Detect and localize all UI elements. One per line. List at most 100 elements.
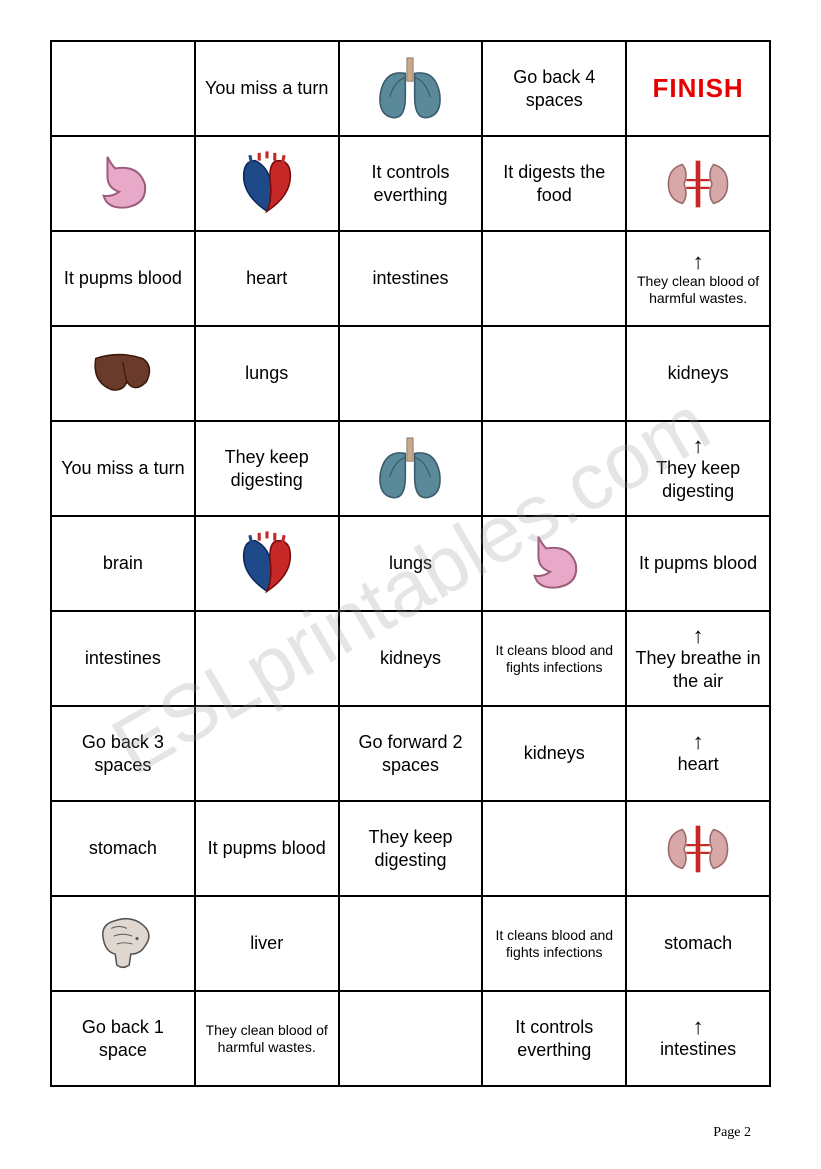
- cell-text: intestines: [56, 647, 190, 670]
- lungs-icon: [370, 434, 450, 504]
- heart-icon-cell: [200, 521, 334, 606]
- board-cell: intestines: [51, 611, 195, 706]
- board-cell: kidneys: [482, 706, 626, 801]
- cell-text: heart: [200, 267, 334, 290]
- arrow-up-icon: ↑: [631, 731, 765, 753]
- cell-text: They clean blood of harmful wastes.: [200, 1022, 334, 1056]
- kidneys-icon: [658, 814, 738, 884]
- board-cell: liver: [195, 896, 339, 991]
- board-cell: [195, 136, 339, 231]
- heart-icon: [227, 529, 307, 599]
- board-cell: You miss a turn: [51, 421, 195, 516]
- stomach-icon: [514, 529, 594, 599]
- board-cell: [626, 136, 770, 231]
- board-cell: ↑They keep digesting: [626, 421, 770, 516]
- cell-text: intestines: [631, 1038, 765, 1061]
- board-cell: [195, 516, 339, 611]
- cell-text: heart: [631, 753, 765, 776]
- kidneys-icon: [658, 149, 738, 219]
- board-cell: It cleans blood and fights infections: [482, 896, 626, 991]
- cell-text: kidneys: [487, 742, 621, 765]
- cell-text: brain: [56, 552, 190, 575]
- cell-text: intestines: [344, 267, 478, 290]
- board-cell: kidneys: [339, 611, 483, 706]
- cell-text: Go forward 2 spaces: [344, 731, 478, 776]
- board-cell: lungs: [195, 326, 339, 421]
- board-cell: ↑heart: [626, 706, 770, 801]
- page-number: Page 2: [713, 1125, 751, 1141]
- board-cell: [339, 421, 483, 516]
- liver-icon-cell: [56, 331, 190, 416]
- board-cell: Go back 3 spaces: [51, 706, 195, 801]
- arrow-up-icon: ↑: [631, 625, 765, 647]
- kidneys-icon-cell: [631, 141, 765, 226]
- cell-text: It cleans blood and fights infections: [487, 642, 621, 676]
- heart-icon-cell: [200, 141, 334, 226]
- game-board: You miss a turn Go back 4 spaces FINISH I…: [50, 40, 771, 1087]
- board-cell: [339, 991, 483, 1086]
- cell-text: They breathe in the air: [631, 647, 765, 692]
- cell-text: lungs: [344, 552, 478, 575]
- board-cell: It controls everthing: [339, 136, 483, 231]
- board-cell: [51, 136, 195, 231]
- arrow-up-icon: ↑: [631, 251, 765, 273]
- finish-label: FINISH: [652, 73, 743, 103]
- board-cell: [339, 326, 483, 421]
- arrow-up-icon: ↑: [631, 435, 765, 457]
- board-cell: FINISH: [626, 41, 770, 136]
- stomach-icon-cell: [487, 521, 621, 606]
- heart-icon: [227, 149, 307, 219]
- cell-text: stomach: [56, 837, 190, 860]
- board-cell: ↑They breathe in the air: [626, 611, 770, 706]
- liver-icon: [83, 339, 163, 409]
- cell-text: kidneys: [631, 362, 765, 385]
- board-cell: [51, 896, 195, 991]
- board-cell: [482, 801, 626, 896]
- cell-text: It cleans blood and fights infections: [487, 927, 621, 961]
- board-cell: stomach: [626, 896, 770, 991]
- cell-text: It digests the food: [487, 161, 621, 206]
- cell-text: They keep digesting: [200, 446, 334, 491]
- board-cell: [51, 41, 195, 136]
- cell-text: lungs: [200, 362, 334, 385]
- cell-text: kidneys: [344, 647, 478, 670]
- cell-text: You miss a turn: [200, 77, 334, 100]
- board-cell: They keep digesting: [195, 421, 339, 516]
- board-cell: It digests the food: [482, 136, 626, 231]
- cell-text: They clean blood of harmful wastes.: [631, 273, 765, 307]
- arrow-up-icon: ↑: [631, 1016, 765, 1038]
- kidneys-icon-cell: [631, 806, 765, 891]
- board-cell: heart: [195, 231, 339, 326]
- board-cell: [195, 611, 339, 706]
- board-cell: It pupms blood: [195, 801, 339, 896]
- cell-text: It pupms blood: [631, 552, 765, 575]
- lungs-icon: [370, 54, 450, 124]
- cell-text: It pupms blood: [56, 267, 190, 290]
- brain-icon: [83, 909, 163, 979]
- board-cell: Go back 4 spaces: [482, 41, 626, 136]
- cell-text: liver: [200, 932, 334, 955]
- board-cell: [482, 326, 626, 421]
- cell-text: They keep digesting: [631, 457, 765, 502]
- stomach-icon-cell: [56, 141, 190, 226]
- cell-text: You miss a turn: [56, 457, 190, 480]
- board-cell: They clean blood of harmful wastes.: [195, 991, 339, 1086]
- board-cell: Go back 1 space: [51, 991, 195, 1086]
- cell-text: Go back 3 spaces: [56, 731, 190, 776]
- board-cell: intestines: [339, 231, 483, 326]
- cell-text: It pupms blood: [200, 837, 334, 860]
- board-cell: kidneys: [626, 326, 770, 421]
- lungs-icon-cell: [344, 426, 478, 511]
- board-cell: brain: [51, 516, 195, 611]
- board-cell: It controls everthing: [482, 991, 626, 1086]
- board-cell: [626, 801, 770, 896]
- board-cell: It pupms blood: [626, 516, 770, 611]
- board-cell: [195, 706, 339, 801]
- board-cell: Go forward 2 spaces: [339, 706, 483, 801]
- board-cell: It cleans blood and fights infections: [482, 611, 626, 706]
- lungs-icon-cell: [344, 46, 478, 131]
- board-cell: It pupms blood: [51, 231, 195, 326]
- board-cell: [482, 516, 626, 611]
- board-cell: stomach: [51, 801, 195, 896]
- board-cell: ↑They clean blood of harmful wastes.: [626, 231, 770, 326]
